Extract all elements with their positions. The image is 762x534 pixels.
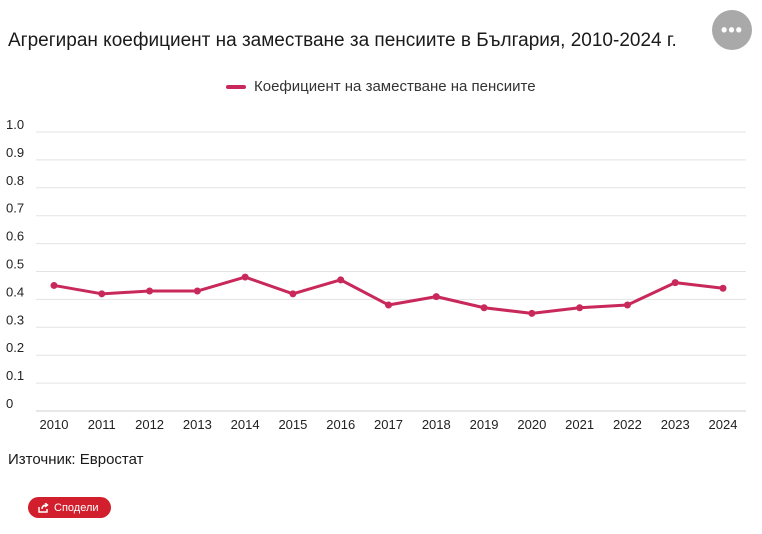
y-tick-label: 0.5 <box>6 257 24 272</box>
y-tick-label: 0.8 <box>6 173 24 188</box>
x-tick-label: 2022 <box>613 417 642 432</box>
y-tick-label: 0.4 <box>6 284 24 299</box>
y-tick-label: 0.1 <box>6 368 24 383</box>
y-tick-label: 0 <box>6 396 13 411</box>
data-point[interactable] <box>241 273 249 281</box>
data-point[interactable] <box>146 287 154 295</box>
x-tick-label: 2011 <box>88 417 116 432</box>
data-point[interactable] <box>337 276 345 284</box>
y-tick-label: 0.7 <box>6 201 24 216</box>
data-point[interactable] <box>50 281 58 289</box>
share-label: Сподели <box>54 501 99 514</box>
data-point[interactable] <box>623 301 631 309</box>
x-tick-label: 2019 <box>470 417 499 432</box>
source-note: Източник: Евростат <box>8 451 144 468</box>
y-tick-label: 1.0 <box>6 117 24 132</box>
y-tick-label: 0.9 <box>6 145 24 160</box>
y-tick-label: 0.2 <box>6 340 24 355</box>
x-tick-label: 2013 <box>183 417 212 432</box>
x-tick-label: 2017 <box>374 417 403 432</box>
chart-legend: Коефициент на заместване на пенсиите <box>226 78 536 95</box>
x-tick-label: 2020 <box>517 417 546 432</box>
x-tick-label: 2021 <box>565 417 594 432</box>
x-tick-label: 2023 <box>661 417 690 432</box>
legend-label: Коефициент на заместване на пенсиите <box>254 78 536 95</box>
data-point[interactable] <box>671 279 679 287</box>
chart-title: Агрегиран коефициент на заместване за пе… <box>8 30 677 51</box>
x-tick-label: 2016 <box>326 417 355 432</box>
data-point[interactable] <box>193 287 201 295</box>
y-tick-label: 0.6 <box>6 229 24 244</box>
share-button[interactable]: Сподели <box>28 497 111 518</box>
share-icon <box>38 501 49 513</box>
x-tick-label: 2018 <box>422 417 451 432</box>
x-tick-label: 2014 <box>231 417 260 432</box>
data-point[interactable] <box>432 293 440 301</box>
data-point[interactable] <box>719 284 727 292</box>
data-point[interactable] <box>576 304 584 312</box>
data-point[interactable] <box>289 290 297 298</box>
data-point[interactable] <box>98 290 106 298</box>
y-tick-label: 0.3 <box>6 312 24 327</box>
data-point[interactable] <box>528 309 536 317</box>
more-dots-icon: ••• <box>721 19 743 40</box>
more-options-button[interactable]: ••• <box>712 10 752 50</box>
x-tick-label: 2010 <box>40 417 69 432</box>
data-point[interactable] <box>480 304 488 312</box>
legend-swatch <box>226 84 246 89</box>
x-tick-label: 2024 <box>709 417 738 432</box>
data-point[interactable] <box>385 301 392 309</box>
x-tick-label: 2015 <box>278 417 307 432</box>
x-tick-label: 2012 <box>135 417 164 432</box>
